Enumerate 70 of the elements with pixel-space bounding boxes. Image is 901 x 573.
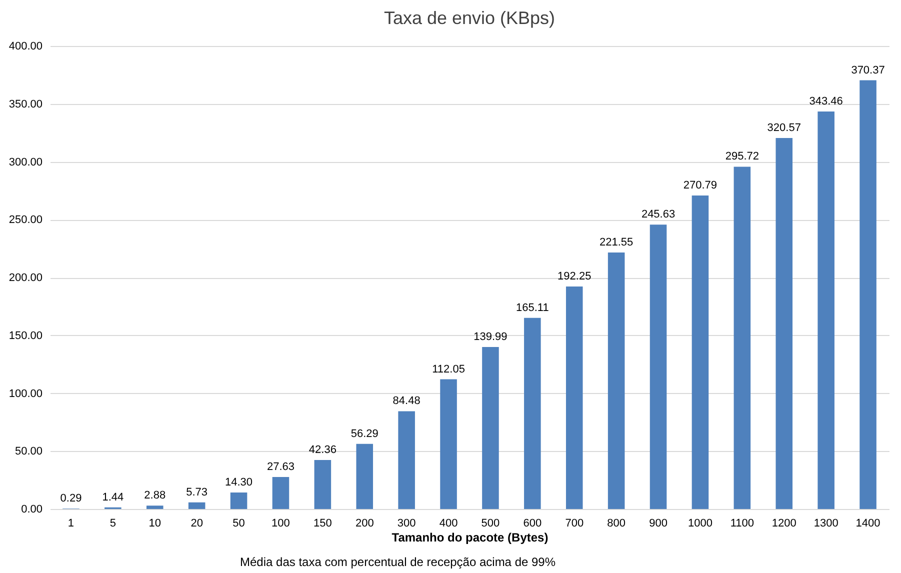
bar bbox=[818, 111, 834, 509]
bar bbox=[608, 252, 625, 509]
text: Média das taxa com percentual de recepção acima de 99% bbox=[239, 555, 557, 569]
data-label: 42.36 bbox=[308, 444, 336, 456]
x-tick-label: 20 bbox=[190, 518, 203, 530]
x-tick-label: 5 bbox=[110, 518, 116, 530]
bar bbox=[398, 411, 415, 509]
bar bbox=[230, 492, 248, 509]
bar bbox=[566, 286, 583, 509]
data-label: 320.57 bbox=[767, 122, 801, 134]
x-tick-label: 100 bbox=[272, 518, 290, 530]
data-label: 270.79 bbox=[683, 180, 718, 192]
x-tick-label: 700 bbox=[565, 518, 584, 530]
x-tick-label: 900 bbox=[649, 518, 668, 530]
y-tick-label: 400.00 bbox=[8, 40, 42, 52]
x-tick-label: 10 bbox=[148, 518, 161, 530]
data-label: 165.11 bbox=[516, 302, 549, 314]
x-tick-label: 500 bbox=[481, 518, 500, 530]
y-tick-label: 300.00 bbox=[8, 156, 42, 168]
bar bbox=[734, 166, 751, 509]
x-tick-label: 1100 bbox=[730, 518, 754, 530]
chart-title: Taxa de envio (KBps) bbox=[384, 8, 556, 28]
y-tick-label: 350.00 bbox=[8, 98, 42, 110]
x-tick-label: 1300 bbox=[814, 518, 838, 530]
x-tick-label: 150 bbox=[313, 518, 332, 530]
y-tick-label: 0.00 bbox=[21, 504, 42, 516]
bar bbox=[776, 138, 793, 509]
bar bbox=[692, 196, 709, 509]
data-label: 56.29 bbox=[350, 428, 378, 440]
bar bbox=[188, 502, 206, 509]
bar bbox=[524, 318, 541, 509]
bar bbox=[314, 460, 332, 509]
x-tick-label: 400 bbox=[439, 518, 458, 530]
data-label: 370.37 bbox=[851, 64, 885, 76]
y-tick-label: 100.00 bbox=[8, 388, 42, 400]
bar bbox=[482, 346, 499, 509]
data-label: 84.48 bbox=[392, 395, 420, 408]
x-tick-label: 600 bbox=[523, 518, 542, 530]
x-tick-label: 1200 bbox=[772, 518, 796, 530]
x-tick-label: 200 bbox=[355, 518, 374, 530]
x-tick-label: 1 bbox=[68, 518, 74, 530]
y-tick-label: 250.00 bbox=[8, 214, 42, 226]
data-label: 343.46 bbox=[809, 95, 843, 108]
data-label: 221.55 bbox=[599, 236, 634, 249]
bar bbox=[146, 506, 164, 509]
y-tick-label: 200.00 bbox=[8, 272, 42, 284]
bar bbox=[356, 444, 374, 509]
data-label: 139.99 bbox=[474, 330, 508, 343]
bar bbox=[440, 379, 457, 509]
x-tick-label: 1000 bbox=[688, 518, 712, 530]
bar bbox=[860, 80, 876, 509]
x-tick-label: 1400 bbox=[856, 518, 880, 530]
x-axis-title: Tamanho do pacote (Bytes) bbox=[392, 530, 548, 544]
y-tick-label: 50.00 bbox=[14, 446, 42, 458]
data-label: 1.44 bbox=[102, 491, 124, 504]
data-label: 2.88 bbox=[144, 490, 166, 502]
data-label: 192.25 bbox=[558, 270, 592, 282]
bar bbox=[650, 224, 667, 509]
data-label: 14.30 bbox=[225, 476, 253, 488]
data-label: 0.29 bbox=[60, 492, 82, 505]
data-label: 295.72 bbox=[725, 150, 760, 163]
data-label: 27.63 bbox=[266, 461, 294, 474]
bar bbox=[272, 477, 290, 509]
x-tick-label: 800 bbox=[607, 518, 626, 530]
x-tick-label: 300 bbox=[397, 518, 416, 530]
x-tick-label: 50 bbox=[232, 518, 245, 530]
data-label: 112.05 bbox=[432, 363, 465, 376]
data-label: 245.63 bbox=[641, 208, 676, 221]
data-label: 5.73 bbox=[186, 486, 208, 498]
y-tick-label: 150.00 bbox=[8, 330, 42, 342]
